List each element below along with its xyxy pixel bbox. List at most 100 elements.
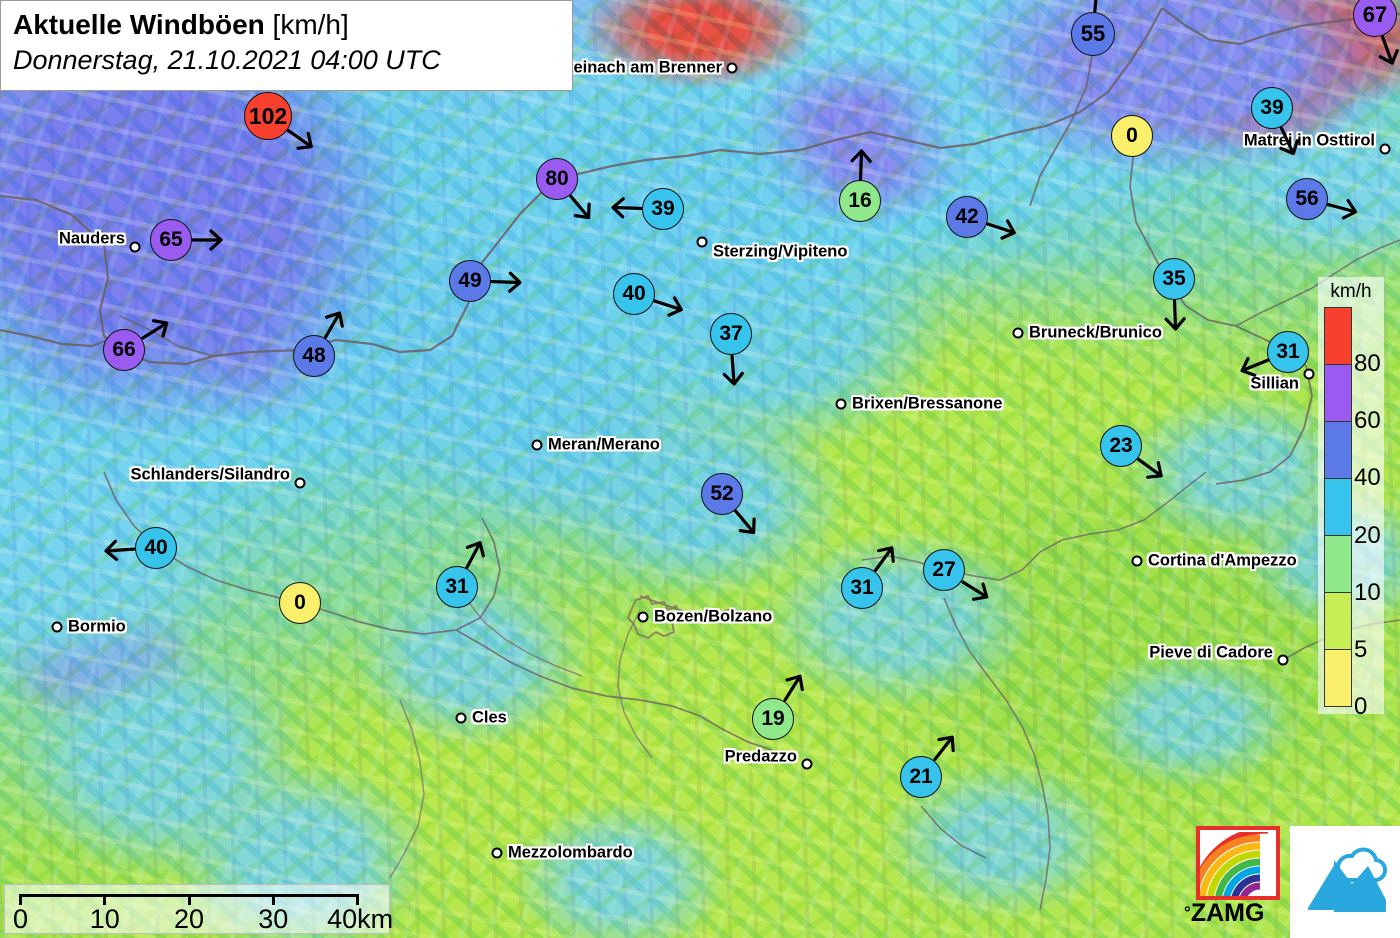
legend-color-bar [1324,307,1352,707]
station-value-badge[interactable]: 0 [1111,115,1153,157]
city-dot-icon [1303,368,1315,380]
station-value-badge[interactable]: 39 [1251,87,1293,129]
zamg-rainbow-icon [1196,826,1280,900]
color-legend: km/h 80 60 40 20 10 5 0 [1318,277,1384,719]
city-dot-icon [835,398,847,410]
station-value-badge[interactable]: 55 [1071,12,1115,56]
legend-band-60-80 [1325,365,1351,422]
station-value-badge[interactable]: 35 [1153,258,1195,300]
station-value-badge[interactable]: 27 [923,549,965,591]
city-label: Cles [472,708,507,727]
legend-unit-label: km/h [1330,281,1372,302]
station-value-badge[interactable]: 66 [103,329,145,371]
zamg-wordmark: °ZAMG [1184,900,1264,926]
station-value-badge[interactable]: 31 [841,567,883,609]
station-value-badge[interactable]: 48 [293,335,335,377]
title-main-text: Aktuelle Windböen [13,9,265,40]
station-value-badge[interactable]: 40 [613,273,655,315]
city-label: Bruneck/Brunico [1029,323,1162,342]
city-label: Sillian [1250,374,1299,393]
scale-label-40km: 40km [327,904,394,934]
station-value-badge[interactable]: 49 [449,260,491,302]
station-value-badge[interactable]: 39 [642,188,684,230]
city-dot-icon [726,62,738,74]
scale-label-0: 0 [12,904,29,934]
station-value-badge[interactable]: 40 [135,527,177,569]
page-title: Aktuelle Windböen [km/h] [13,7,562,43]
station-value-badge[interactable]: 0 [279,582,321,624]
city-label: Bozen/Bolzano [654,607,773,626]
station-value-badge[interactable]: 19 [752,698,794,740]
legend-band-10-20 [1325,536,1351,593]
legend-tick-0: 0 [1354,693,1368,720]
station-value-badge[interactable]: 42 [946,196,988,238]
station-value-badge[interactable]: 67 [1353,0,1397,37]
station-value-badge[interactable]: 52 [701,473,743,515]
city-dot-icon [455,712,467,724]
mountain-cloud-icon [1308,847,1387,912]
scale-bar: 0 10 20 30 40km [4,884,394,934]
city-label: Meran/Merano [548,435,660,454]
city-label: Brixen/Bressanone [852,394,1003,413]
legend-band-20-40 [1325,479,1351,536]
city-label: Schlanders/Silandro [130,465,290,484]
city-label: Pieve di Cadore [1149,643,1273,662]
city-label: Nauders [58,229,125,248]
legend-tick-80: 80 [1354,350,1381,378]
legend-tick-40: 40 [1354,464,1381,492]
city-label: Cortina d'Ampezzo [1148,551,1297,570]
city-dot-icon [696,236,708,248]
city-dot-icon [531,439,543,451]
scale-tick-30 [271,894,275,905]
zamg-degree-symbol: ° [1184,903,1191,922]
partner-logo [1290,826,1400,938]
city-label: Mezzolombardo [508,843,633,862]
city-dot-icon [1131,555,1143,567]
scale-label-20: 20 [173,904,205,934]
city-dot-icon [1379,143,1391,155]
station-value-badge[interactable]: 21 [900,756,942,798]
legend-tick-20: 20 [1354,521,1381,549]
legend-tick-10: 10 [1354,578,1381,606]
scale-label-10: 10 [89,904,120,934]
legend-band-0-5 [1325,650,1351,706]
title-unit-text: [km/h] [272,9,349,40]
station-value-badge[interactable]: 31 [1267,331,1309,373]
city-label: Matrei in Osttirol [1243,131,1375,150]
station-value-badge[interactable]: 80 [536,158,578,200]
station-value-badge[interactable]: 31 [436,566,478,608]
zamg-text: ZAMG [1190,899,1265,927]
city-dot-icon [294,477,306,489]
scale-tick-10 [103,894,107,905]
city-dot-icon [51,621,63,633]
station-value-badge[interactable]: 23 [1100,425,1142,467]
station-value-badge[interactable]: 102 [244,92,292,140]
map-title-box: Aktuelle Windböen [km/h] Donnerstag, 21.… [0,0,573,91]
city-label: Predazzo [724,747,797,766]
station-value-badge[interactable]: 65 [150,219,192,261]
city-dot-icon [637,611,649,623]
station-value-badge[interactable]: 37 [710,313,752,355]
city-label: Sterzing/Vipiteno [713,242,848,261]
legend-tick-5: 5 [1354,635,1368,663]
legend-band-5-10 [1325,593,1351,650]
city-dot-icon [491,847,503,859]
city-dot-icon [129,241,141,253]
legend-tick-60: 60 [1354,407,1381,435]
city-label: Steinach am Brenner [556,58,722,77]
legend-band-over-80 [1325,308,1351,365]
title-datetime: Donnerstag, 21.10.2021 04:00 UTC [13,45,441,75]
city-label: Bormio [68,617,126,636]
legend-band-40-60 [1325,422,1351,479]
scale-label-30: 30 [258,904,289,934]
city-dot-icon [1012,327,1024,339]
city-dot-icon [1277,654,1289,666]
city-dot-icon [801,758,813,770]
zamg-logo: °ZAMG [1184,826,1280,928]
station-value-badge[interactable]: 56 [1286,178,1328,220]
station-value-badge[interactable]: 16 [839,180,881,222]
